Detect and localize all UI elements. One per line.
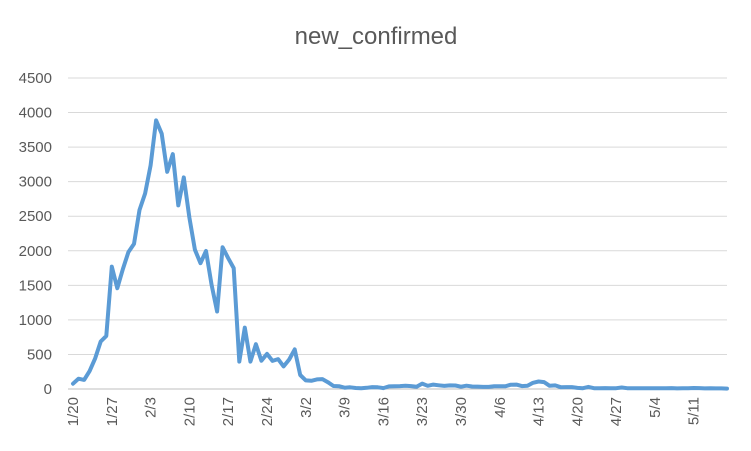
x-tick-label: 3/30 [453,397,470,426]
x-tick-label: 2/17 [220,397,237,426]
gridlines [68,77,727,355]
x-tick-label: 1/27 [104,397,121,426]
x-tick-label: 4/20 [569,397,586,426]
y-tick-label: 500 [27,346,52,363]
x-tick-label: 1/20 [65,397,82,426]
x-tick-label: 3/2 [298,397,315,418]
x-tick-label: 4/6 [492,397,509,418]
y-tick-label: 4500 [19,70,52,87]
y-tick-label: 2500 [19,208,52,225]
x-tick-label: 5/11 [686,397,703,425]
y-tick-label: 1000 [19,312,52,329]
x-tick-label: 2/3 [143,397,160,418]
x-axis-ticks: 1/20 1/27 2/3 2/10 2/17 2/24 3/2 3/9 3/16 3/23 3/3… [65,397,703,426]
series-line [71,118,729,391]
y-tick-label: 1500 [19,277,52,294]
x-tick-label: 5/4 [647,397,664,418]
x-tick-label: 3/9 [337,397,354,418]
x-tick-label: 2/24 [259,397,276,426]
y-tick-label: 4000 [19,105,52,122]
chart-title: new_confirmed [295,23,458,50]
y-tick-label: 2000 [19,243,52,260]
x-tick-label: 3/23 [414,397,431,426]
y-tick-label: 0 [44,381,52,398]
y-axis-ticks: 0 500 1000 1500 2000 2500 3000 3500 4000 4500 [19,70,52,398]
x-tick-label: 3/16 [375,397,392,426]
x-tick-label: 4/27 [608,397,625,426]
y-tick-label: 3000 [19,174,52,191]
x-tick-label: 4/13 [531,397,548,426]
x-tick-label: 2/10 [181,397,198,426]
y-tick-label: 3500 [19,139,52,156]
